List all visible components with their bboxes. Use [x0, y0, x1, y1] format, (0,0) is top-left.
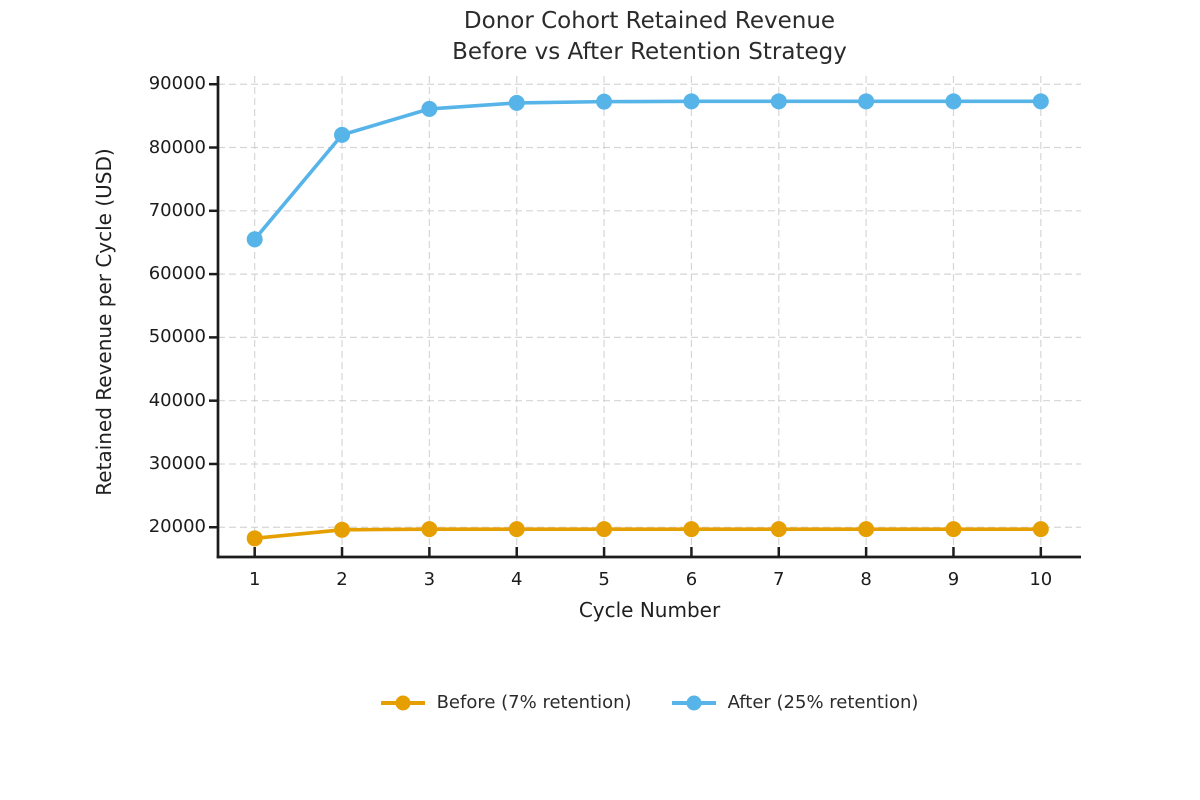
- data-point-before: [858, 521, 875, 538]
- series-line-after: [252, 99, 1043, 242]
- data-point-after: [334, 126, 351, 143]
- data-point-before: [1032, 521, 1049, 538]
- data-point-after: [246, 231, 263, 248]
- x-tick-label: 1: [248, 569, 261, 590]
- y-tick-label: 90000: [148, 73, 206, 95]
- data-point-before: [770, 521, 787, 538]
- legend-circle-swatch: [686, 695, 702, 710]
- data-point-after: [770, 93, 787, 110]
- data-point-after: [945, 93, 962, 110]
- x-tick-label: 2: [336, 569, 348, 590]
- data-point-after: [596, 93, 613, 110]
- y-tick-label: 20000: [148, 516, 206, 538]
- y-tick-label: 60000: [148, 263, 206, 285]
- x-tick-label: 5: [598, 569, 610, 590]
- data-point-before: [246, 530, 263, 547]
- y-tick-label: 70000: [148, 199, 206, 221]
- chart-title-line1: Donor Cohort Retained Revenue: [463, 8, 836, 34]
- x-tick-label: 8: [860, 569, 872, 590]
- data-point-after: [421, 100, 438, 117]
- data-point-before: [421, 521, 438, 538]
- x-tick-label: 4: [510, 569, 523, 590]
- data-point-before: [596, 521, 613, 538]
- data-point-before: [945, 521, 962, 538]
- y-tick-label: 50000: [148, 326, 206, 348]
- legend-label: Before (7% retention): [436, 692, 632, 713]
- y-tick-label: 30000: [148, 452, 206, 474]
- x-tick-label: 6: [685, 569, 698, 590]
- x-tick-label: 9: [947, 569, 960, 590]
- x-tick-label: 3: [423, 569, 436, 590]
- legend: Before (7% retention) After (25% retentio…: [218, 692, 1081, 713]
- chart-title: Donor Cohort Retained Revenue Before vs …: [218, 6, 1081, 68]
- data-point-before: [508, 521, 525, 538]
- x-tick-label: 7: [773, 569, 785, 590]
- data-point-before: [683, 521, 700, 538]
- y-tick-label: 40000: [148, 389, 206, 411]
- data-point-after: [1032, 93, 1049, 110]
- series-line-before: [252, 527, 1043, 541]
- legend-entry-before: Before (7% retention): [380, 692, 632, 713]
- data-point-before: [334, 521, 351, 538]
- legend-circle-swatch: [395, 695, 411, 710]
- y-tick-label: 80000: [148, 136, 206, 158]
- x-tick-label: 10: [1029, 569, 1053, 590]
- data-point-after: [508, 94, 525, 111]
- legend-marker-icon: [380, 695, 425, 710]
- chart-title-line2: Before vs After Retention Strategy: [452, 39, 847, 65]
- x-axis-label: Cycle Number: [578, 598, 721, 622]
- legend-entry-after: After (25% retention): [671, 692, 919, 713]
- data-point-after: [858, 93, 875, 110]
- legend-marker-icon: [671, 695, 716, 710]
- data-point-after: [683, 93, 700, 110]
- legend-label: After (25% retention): [727, 692, 919, 713]
